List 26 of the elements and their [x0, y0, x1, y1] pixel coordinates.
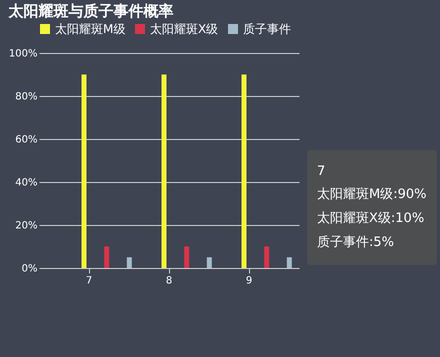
- x-tick-label: 7: [86, 276, 92, 286]
- y-tick-label: 60%: [15, 134, 38, 146]
- bar: [184, 246, 190, 268]
- text: 太阳耀斑X级:10%: [317, 210, 426, 227]
- y-tick-label: 80%: [15, 92, 38, 102]
- bar: [104, 246, 110, 268]
- bar: [242, 74, 247, 268]
- legend-label: 质子事件: [243, 22, 291, 36]
- x-tick-label: 8: [166, 276, 172, 286]
- bar: [206, 257, 212, 268]
- x-tick-label: 9: [246, 276, 252, 286]
- bar: [286, 257, 292, 268]
- bar: [264, 246, 270, 268]
- text: 7: [317, 164, 326, 179]
- chart-title: 太阳耀斑与质子事件概率: [7, 2, 174, 20]
- y-tick-label: 20%: [15, 220, 38, 232]
- y-tick-label: 40%: [15, 178, 38, 188]
- y-tick-label: 100%: [8, 48, 38, 60]
- bar: [82, 74, 87, 268]
- text: 质子事件:5%: [317, 234, 396, 251]
- legend-label: 太阳耀斑M级: [55, 22, 126, 36]
- bar: [126, 257, 132, 268]
- bar: [162, 74, 167, 268]
- text: 太阳耀斑M级:90%: [317, 186, 426, 203]
- legend-label: 太阳耀斑X级: [150, 22, 218, 36]
- y-tick-label: 0%: [22, 264, 38, 274]
